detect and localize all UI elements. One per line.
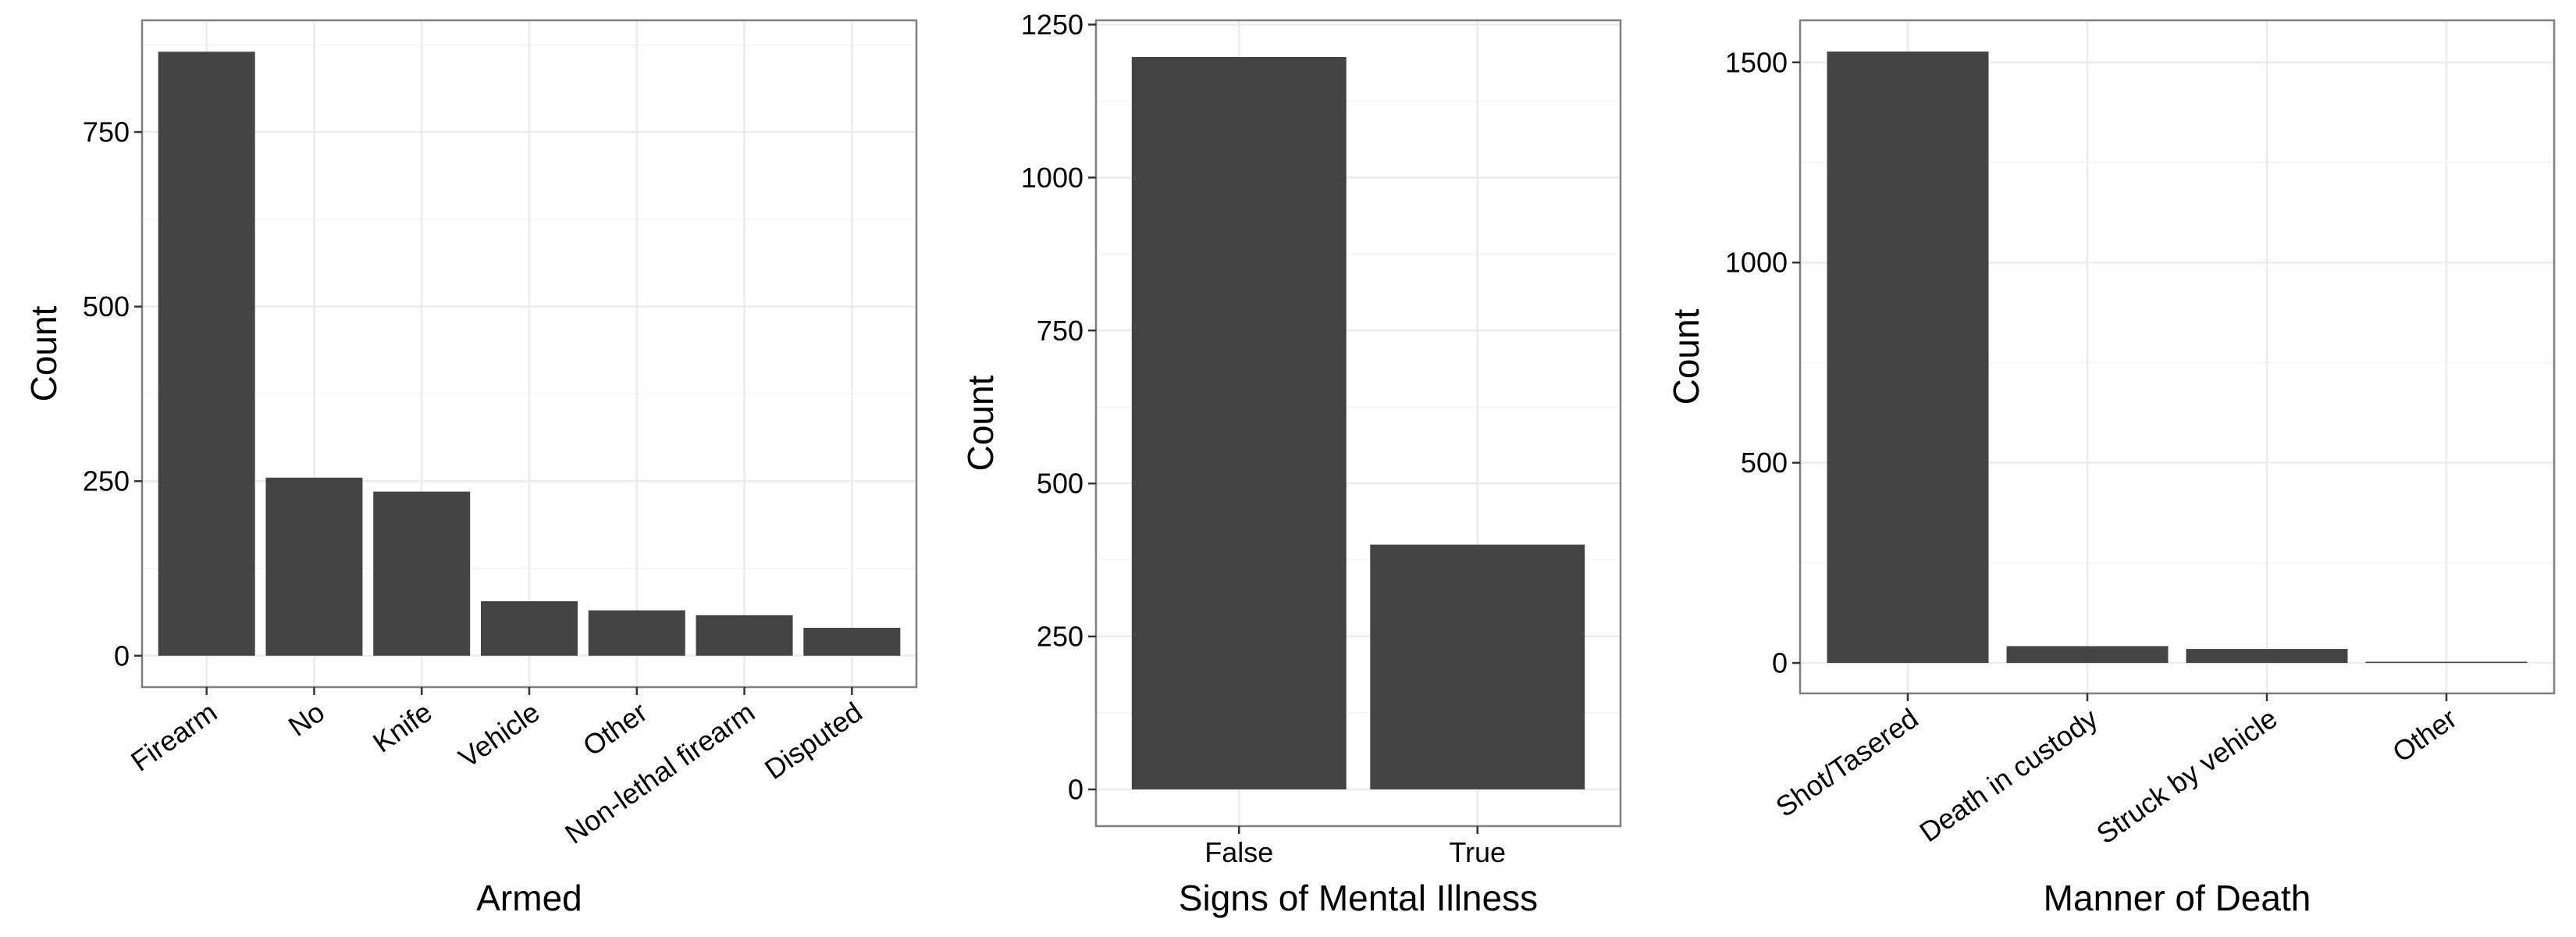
bar-firearm: [158, 52, 255, 656]
x-tick-label-non-lethal-firearm: Non-lethal firearm: [559, 696, 760, 850]
y-tick-label: 750: [83, 116, 130, 148]
panel-border: [1094, 19, 1622, 828]
y-tick-label: 1250: [1021, 9, 1083, 41]
y-tick-label: 250: [1037, 621, 1083, 653]
bar-disputed: [803, 627, 901, 656]
x-tick-label-no: No: [283, 696, 330, 743]
y-tick-label: 1000: [1725, 247, 1788, 279]
y-tick-label: 750: [1037, 315, 1083, 347]
x-tick-label-knife: Knife: [367, 696, 438, 759]
x-tick-label-other: Other: [577, 696, 653, 762]
y-tick-label: 1500: [1725, 46, 1788, 78]
bar-vehicle: [481, 601, 578, 656]
y-tick-label: 1000: [1021, 162, 1083, 194]
bar-death-in-custody: [2006, 646, 2169, 664]
x-tick-label-true: True: [1449, 836, 1506, 868]
x-tick-label-firearm: Firearm: [125, 696, 222, 778]
y-tick-label: 500: [1741, 447, 1788, 479]
x-axis-title: Armed: [476, 878, 582, 918]
y-tick-label: 250: [83, 465, 130, 497]
x-tick-label-disputed: Disputed: [759, 696, 868, 786]
bar-non-lethal-firearm: [696, 615, 793, 656]
bar-other: [2365, 661, 2528, 664]
y-tick-label: 0: [1068, 773, 1083, 805]
x-tick-label-struck-by-vehicle: Struck by vehicle: [2090, 702, 2282, 850]
y-tick-label: 0: [1772, 647, 1788, 679]
bar-other: [588, 610, 685, 656]
y-axis-title: Count: [1666, 308, 1706, 404]
x-axis-title: Signs of Mental Illness: [1179, 878, 1538, 918]
y-tick-label: 0: [114, 640, 130, 672]
x-tick-label-death-in-custody: Death in custody: [1913, 702, 2103, 848]
x-axis-title: Manner of Death: [2044, 878, 2311, 918]
chart-panel-mental-illness: 0 250 500 750 1000 1250 False True Signs of Ment…: [960, 9, 1622, 918]
y-axis-title: Count: [960, 375, 1001, 471]
bar-knife: [373, 491, 471, 656]
y-tick-label: 500: [1037, 468, 1083, 500]
y-axis-title: Count: [23, 305, 64, 401]
bar-true: [1370, 544, 1585, 789]
x-tick-label-shot-tasered: Shot/Tasered: [1770, 702, 1923, 823]
x-tick-label-other: Other: [2386, 702, 2462, 768]
bar-struck-by-vehicle: [2186, 649, 2348, 664]
bar-no: [265, 477, 363, 656]
bar-shot-tasered: [1827, 51, 1989, 664]
x-tick-label-vehicle: Vehicle: [453, 696, 546, 774]
x-tick-label-false: False: [1204, 836, 1273, 868]
y-tick-label: 500: [83, 290, 130, 322]
chart-panel-armed: 0 250 500 750 Firearm No Knife Vehicle OtherNon-…: [23, 19, 918, 918]
panel-border: [1799, 19, 2556, 695]
bar-false: [1131, 57, 1347, 789]
